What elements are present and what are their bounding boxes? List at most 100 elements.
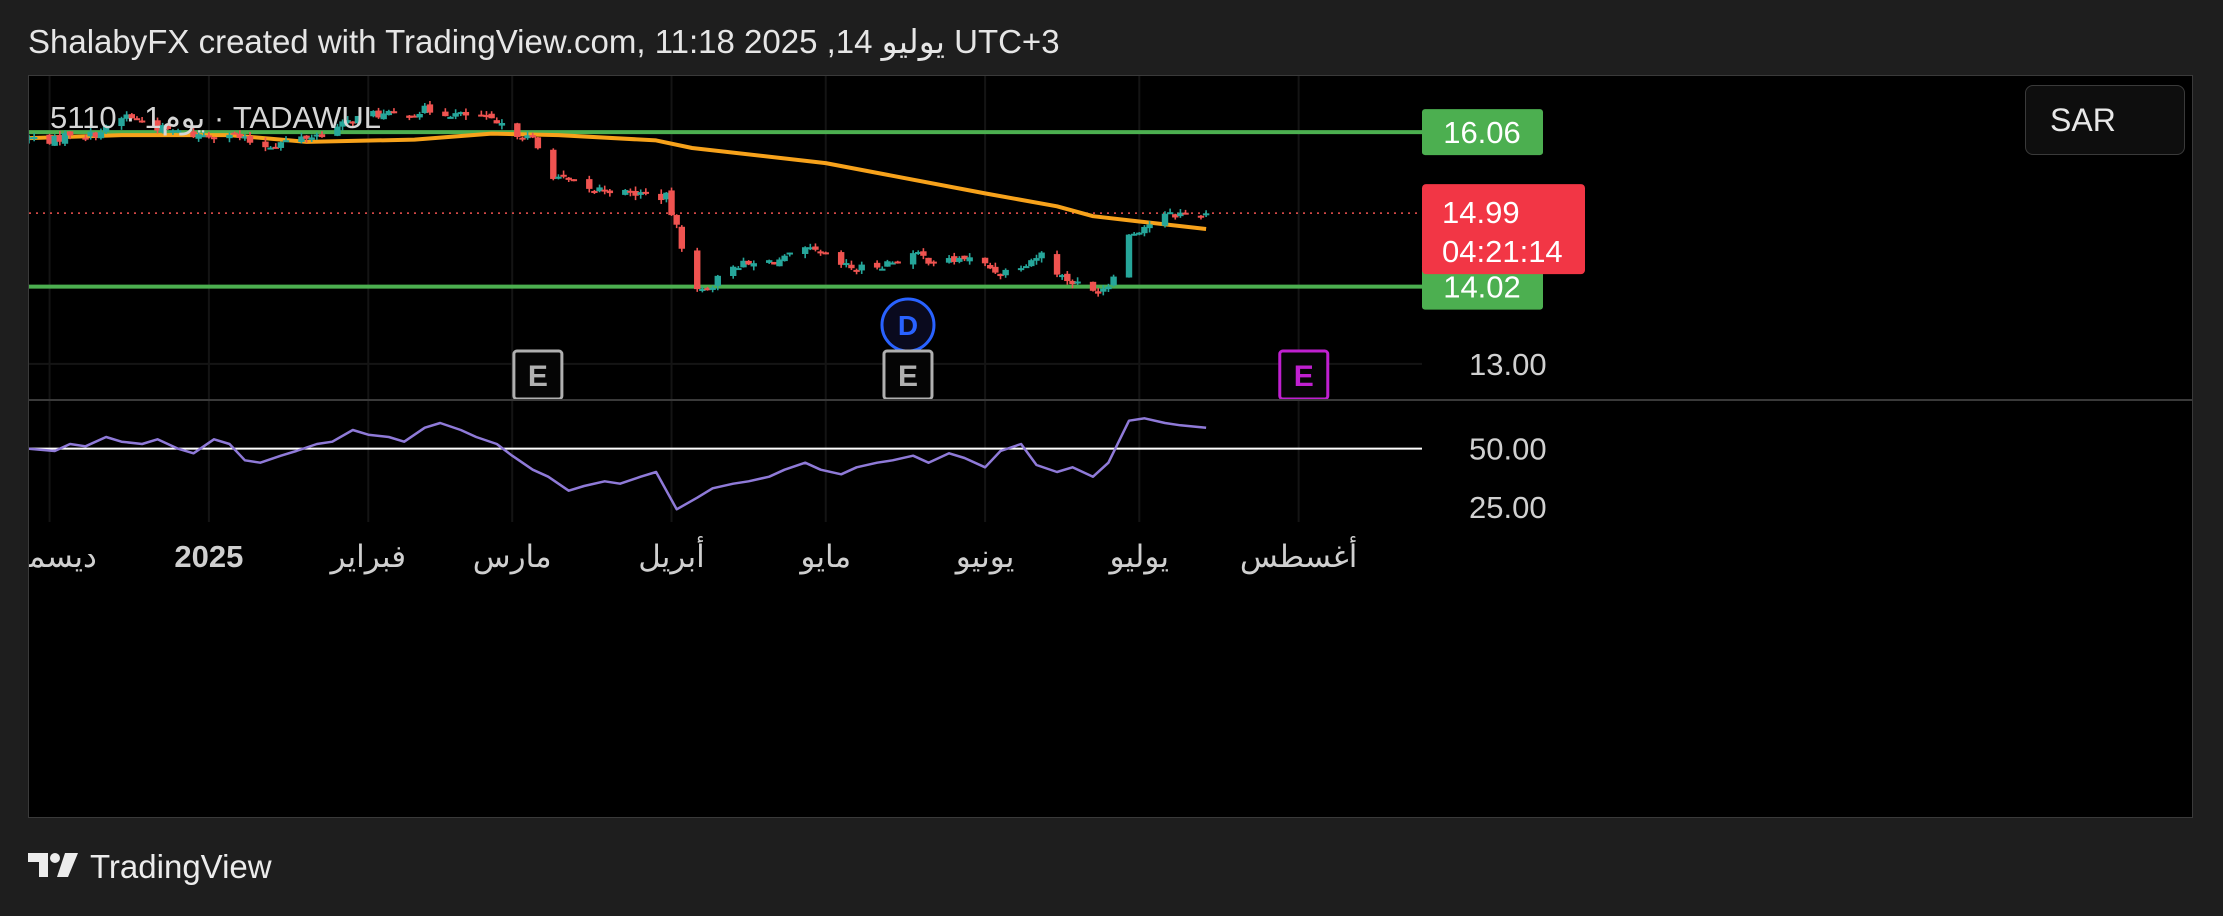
candle — [138, 117, 146, 123]
candle-body — [190, 131, 197, 137]
candle-body — [380, 113, 387, 120]
candle — [1033, 254, 1040, 265]
candle — [30, 133, 38, 142]
candle — [848, 260, 855, 271]
earnings-marker-label: E — [898, 360, 918, 393]
candle — [1100, 285, 1107, 296]
candle — [981, 257, 989, 267]
candle — [82, 134, 89, 142]
last-price-badge — [1422, 184, 1585, 275]
tradingview-brand[interactable]: TradingView — [28, 848, 272, 886]
candle-body — [637, 192, 644, 195]
candle-body — [961, 255, 968, 260]
candle — [1177, 209, 1184, 218]
tradingview-logo-icon — [28, 850, 80, 885]
candle-body — [1177, 212, 1184, 217]
candle-body — [555, 176, 562, 179]
candle-body — [92, 132, 100, 138]
candle-body — [735, 268, 742, 271]
candle — [102, 124, 110, 134]
earnings-marker-label: E — [1294, 360, 1314, 393]
tradingview-label: TradingView — [90, 848, 272, 885]
candle — [1105, 283, 1112, 293]
candle-body — [673, 215, 680, 225]
candle-body — [452, 113, 459, 117]
price-level-badge — [1422, 263, 1543, 310]
candle-body — [560, 174, 567, 177]
candle — [801, 246, 809, 259]
candle-body — [390, 111, 398, 114]
candle-body — [308, 137, 315, 140]
candle — [673, 214, 680, 229]
candle-body — [1058, 275, 1066, 278]
candle — [966, 253, 973, 265]
candle-body — [1038, 252, 1045, 259]
candle — [627, 188, 634, 197]
candle — [1141, 225, 1148, 237]
candle-body — [596, 187, 603, 192]
candle-body — [493, 120, 500, 124]
candle-body — [945, 258, 953, 263]
candle — [349, 121, 357, 128]
candle — [267, 146, 274, 150]
candle — [920, 248, 927, 260]
candle-body — [909, 253, 917, 265]
candle-body — [704, 288, 711, 291]
candle — [945, 255, 953, 264]
candle — [1130, 231, 1138, 236]
candle-body — [318, 134, 326, 138]
symbol-legend[interactable]: 5110 · 1يوم · TADAWUL — [50, 100, 381, 135]
candle-body — [406, 115, 413, 118]
candle-body — [128, 114, 136, 119]
candle — [765, 259, 773, 264]
candle-body — [730, 266, 737, 277]
candle-body — [154, 120, 161, 131]
candle-body — [478, 114, 485, 117]
candle-body — [462, 111, 470, 116]
candle-body — [421, 105, 428, 114]
candle — [622, 189, 629, 196]
candle — [303, 135, 310, 143]
candle-body — [102, 125, 110, 132]
candle — [837, 250, 845, 268]
candle-body — [385, 110, 393, 116]
dividend-marker-label: D — [898, 310, 918, 341]
candle — [591, 189, 598, 195]
candle-body — [1033, 258, 1040, 261]
candle-body — [97, 132, 105, 139]
candle-body — [82, 137, 89, 140]
time-axis-label: مايو — [798, 539, 851, 575]
candle-body — [483, 115, 490, 118]
candle — [1053, 250, 1061, 278]
candle — [1172, 213, 1179, 220]
candle — [1202, 210, 1210, 218]
currency-selector[interactable]: SAR — [2025, 85, 2185, 155]
candle — [812, 243, 819, 252]
candle — [66, 131, 74, 140]
candle-body — [765, 260, 773, 263]
candle-body — [123, 114, 130, 119]
candle-body — [1017, 268, 1025, 271]
candle — [663, 192, 670, 203]
candle-body — [1136, 232, 1143, 235]
candle-body — [277, 142, 285, 148]
candle-body — [822, 252, 829, 255]
candle — [987, 262, 994, 270]
candle — [730, 265, 737, 279]
candle-body — [344, 120, 351, 123]
candle-body — [118, 118, 125, 127]
candle — [262, 137, 269, 152]
candle — [1023, 264, 1030, 269]
candle — [930, 260, 937, 267]
candle — [781, 254, 788, 262]
candle — [843, 259, 850, 268]
candle — [282, 136, 290, 143]
candle — [565, 177, 572, 183]
candle-body — [586, 179, 593, 189]
candle-body — [1161, 213, 1169, 226]
candle-body — [565, 177, 572, 180]
candle — [344, 116, 351, 125]
bar-countdown-label: 04:21:14 — [1442, 234, 1563, 269]
